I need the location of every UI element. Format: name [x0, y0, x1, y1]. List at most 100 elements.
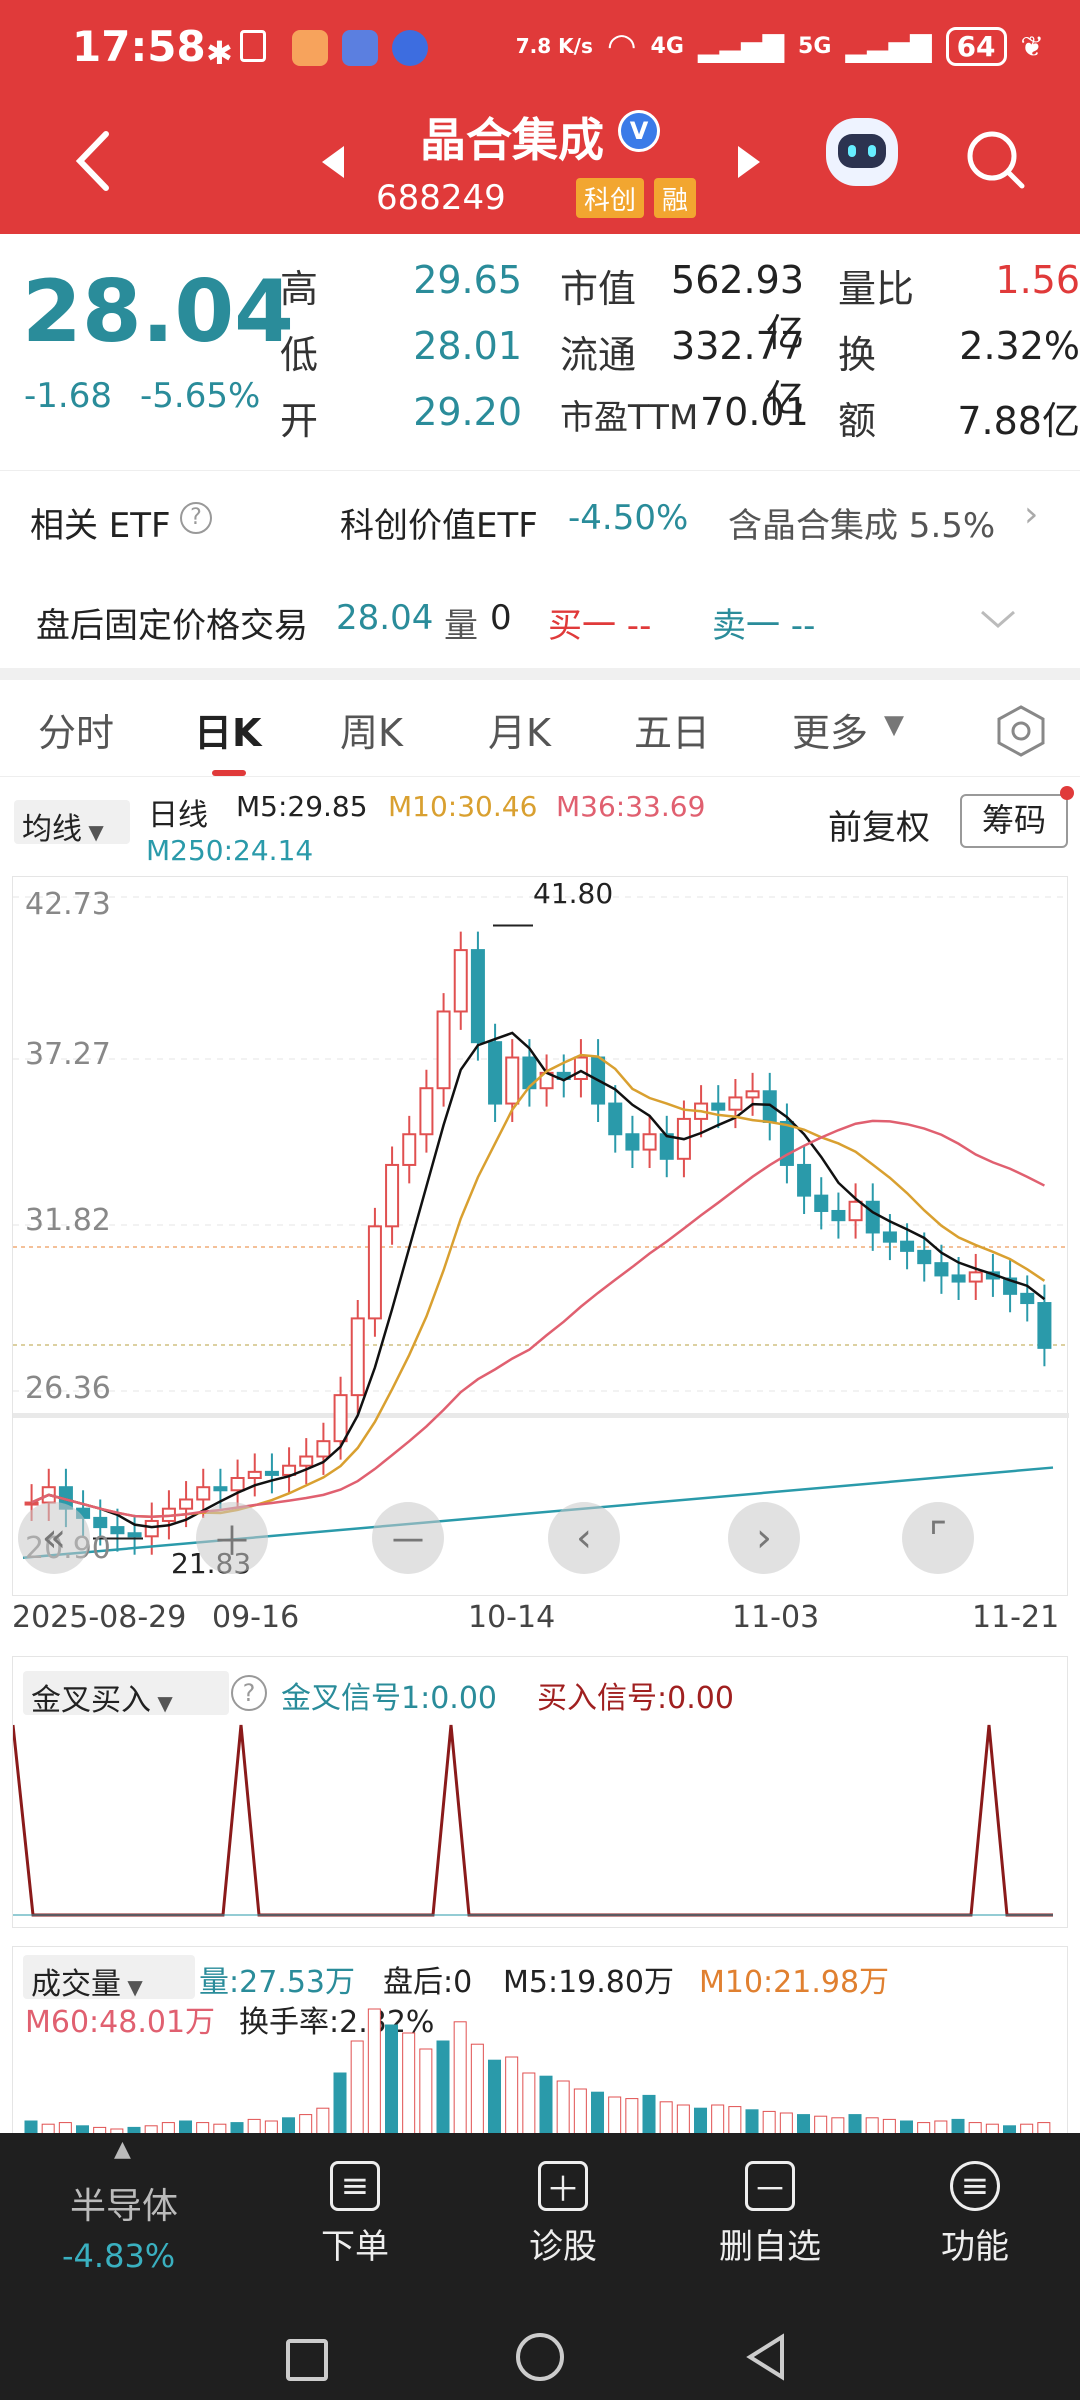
x-tick-0: 2025-08-29: [12, 1600, 187, 1635]
candle-body: [951, 1274, 966, 1283]
bottom-toolbar: ▲ 半导体 -4.83% ≡ 下单 ＋诊股 －删自选 ≡ 功能: [0, 2133, 1080, 2400]
system-back-icon[interactable]: [744, 2333, 788, 2381]
diagnose-button[interactable]: ＋诊股: [508, 2161, 618, 2268]
tab-intraday[interactable]: 分时: [38, 711, 115, 755]
volume-bar: [573, 2088, 587, 2136]
after-hours-vol: 0: [490, 598, 512, 638]
sell1: 卖一 --: [712, 606, 816, 646]
kline-chart-panel[interactable]: 42.73 37.27 31.82 26.36 20.90 41.80 21.8…: [12, 876, 1069, 1597]
tag-kechuang: 科创: [576, 178, 645, 218]
candle-body: [831, 1209, 846, 1222]
y-tick-0: 42.73: [25, 887, 111, 922]
zoom-out-double-left-icon[interactable]: «: [18, 1502, 90, 1574]
ma250-value: M250:24.14: [146, 834, 314, 867]
kline-chart[interactable]: [13, 877, 1069, 1597]
vol-turnover: 换手率:2.32%: [239, 2005, 435, 2040]
candle-body: [728, 1096, 743, 1111]
volume-bar: [213, 2123, 227, 2136]
tab-more[interactable]: 更多: [792, 711, 869, 755]
help-icon[interactable]: ?: [180, 502, 212, 534]
volume-bar: [522, 2072, 536, 2136]
volume-bar: [951, 2118, 965, 2136]
volume-bar: [264, 2120, 278, 2136]
chips-button[interactable]: 筹码: [960, 794, 1068, 848]
volume-bar: [848, 2114, 862, 2136]
after-hours-label: 盘后固定价格交易: [36, 606, 308, 646]
top-header: 17:58 ✱ 7.8 K/s ◠ 4G ▂▃▅▇ 5G ▂▃▅▇ 64 ❦ 晶…: [0, 0, 1080, 234]
app-notify-icon-3: [392, 30, 428, 66]
candle-body: [625, 1133, 640, 1151]
max-annotation: 41.80: [533, 877, 614, 910]
volume-bar: [1020, 2123, 1034, 2136]
signal-5g: 5G: [798, 33, 832, 59]
adjust-label[interactable]: 前复权: [828, 808, 930, 848]
volume-bar: [161, 2122, 175, 2136]
volume-bar: [350, 2040, 364, 2136]
candle-body: [299, 1455, 314, 1467]
scroll-left-icon[interactable]: ‹: [548, 1502, 620, 1574]
volume-bar: [934, 2120, 948, 2136]
tab-monthly-k[interactable]: 月K: [488, 711, 551, 755]
recent-apps-icon[interactable]: [286, 2339, 328, 2381]
volume-selector[interactable]: 成交量 ▼: [23, 1955, 195, 2002]
zoom-in-icon[interactable]: ＋: [196, 1502, 268, 1574]
tab-weekly-k[interactable]: 周K: [340, 711, 403, 755]
volume-bar: [882, 2118, 896, 2136]
ma-selector[interactable]: 均线 ▼: [14, 800, 130, 847]
zoom-minus-icon[interactable]: －: [372, 1502, 444, 1574]
ma10-value: M10:30.46: [388, 790, 538, 823]
chevron-down-icon[interactable]: [978, 604, 1018, 634]
candle-body: [968, 1271, 983, 1283]
volume-bar: [745, 2109, 759, 2136]
candle-body: [179, 1498, 194, 1510]
turnover-value: 2.32%: [959, 324, 1080, 368]
after-hours-row[interactable]: 盘后固定价格交易 28.04 量 0 买一 -- 卖一 --: [0, 570, 1080, 668]
volume-bar: [367, 2008, 381, 2136]
robot-assistant-icon[interactable]: [826, 118, 898, 186]
low-value: 28.01: [413, 324, 522, 368]
tab-five-day[interactable]: 五日: [634, 711, 711, 755]
scroll-right-icon[interactable]: ›: [728, 1502, 800, 1574]
amount-value: 7.88亿: [957, 399, 1080, 443]
status-time: 17:58: [72, 22, 206, 71]
vol-value: 量:27.53万: [199, 1965, 355, 2000]
tab-daily-k[interactable]: 日K: [194, 711, 262, 755]
function-button[interactable]: ≡ 功能: [920, 2161, 1030, 2268]
sector-name[interactable]: 半导体: [70, 2186, 179, 2227]
candle-body: [882, 1231, 897, 1243]
volume-bar: [470, 2043, 484, 2136]
ma36-value: M36:33.69: [556, 790, 706, 823]
volume-bar: [608, 2096, 622, 2136]
signal-selector[interactable]: 金叉买入 ▼: [23, 1671, 229, 1718]
help-icon-2[interactable]: ?: [231, 1675, 267, 1711]
candle-body: [350, 1317, 365, 1397]
signal-chart: [13, 1724, 1053, 1917]
status-right: 7.8 K/s ◠ 4G ▂▃▅▇ 5G ▂▃▅▇ 64 ❦: [516, 26, 1044, 66]
volume-bar: [41, 2123, 55, 2136]
volume-bar: [591, 2091, 605, 2136]
home-icon[interactable]: [516, 2333, 564, 2381]
verified-icon: V: [618, 110, 660, 152]
fullscreen-icon[interactable]: ⌜: [902, 1502, 974, 1574]
search-icon[interactable]: [964, 128, 1028, 192]
candle-body: [436, 1010, 451, 1090]
net-speed: 7.8 K/s: [515, 34, 593, 58]
mktcap-value: 562.93亿: [671, 258, 804, 355]
next-stock-icon[interactable]: [734, 144, 764, 180]
candle-body: [453, 949, 468, 1013]
volume-bar: [76, 2125, 90, 2136]
prev-stock-icon[interactable]: [318, 144, 348, 180]
app-notify-icon: [292, 30, 328, 66]
candle-body: [934, 1262, 949, 1277]
back-icon[interactable]: [70, 126, 120, 196]
status-bar: 17:58 ✱ 7.8 K/s ◠ 4G ▂▃▅▇ 5G ▂▃▅▇ 64 ❦: [0, 0, 1080, 100]
settings-hex-icon[interactable]: [994, 704, 1048, 758]
etf-row[interactable]: 相关 ETF ? 科创价值ETF -4.50% 含晶合集成 5.5% ›: [0, 472, 1080, 568]
volume-bar: [488, 2059, 502, 2136]
candle-body: [213, 1486, 228, 1492]
x-tick-2: 10-14: [468, 1600, 556, 1635]
candle-body: [814, 1194, 829, 1212]
order-button[interactable]: ≡ 下单: [300, 2161, 410, 2268]
candle-body: [144, 1519, 159, 1538]
remove-watchlist-button[interactable]: －删自选: [710, 2161, 830, 2268]
